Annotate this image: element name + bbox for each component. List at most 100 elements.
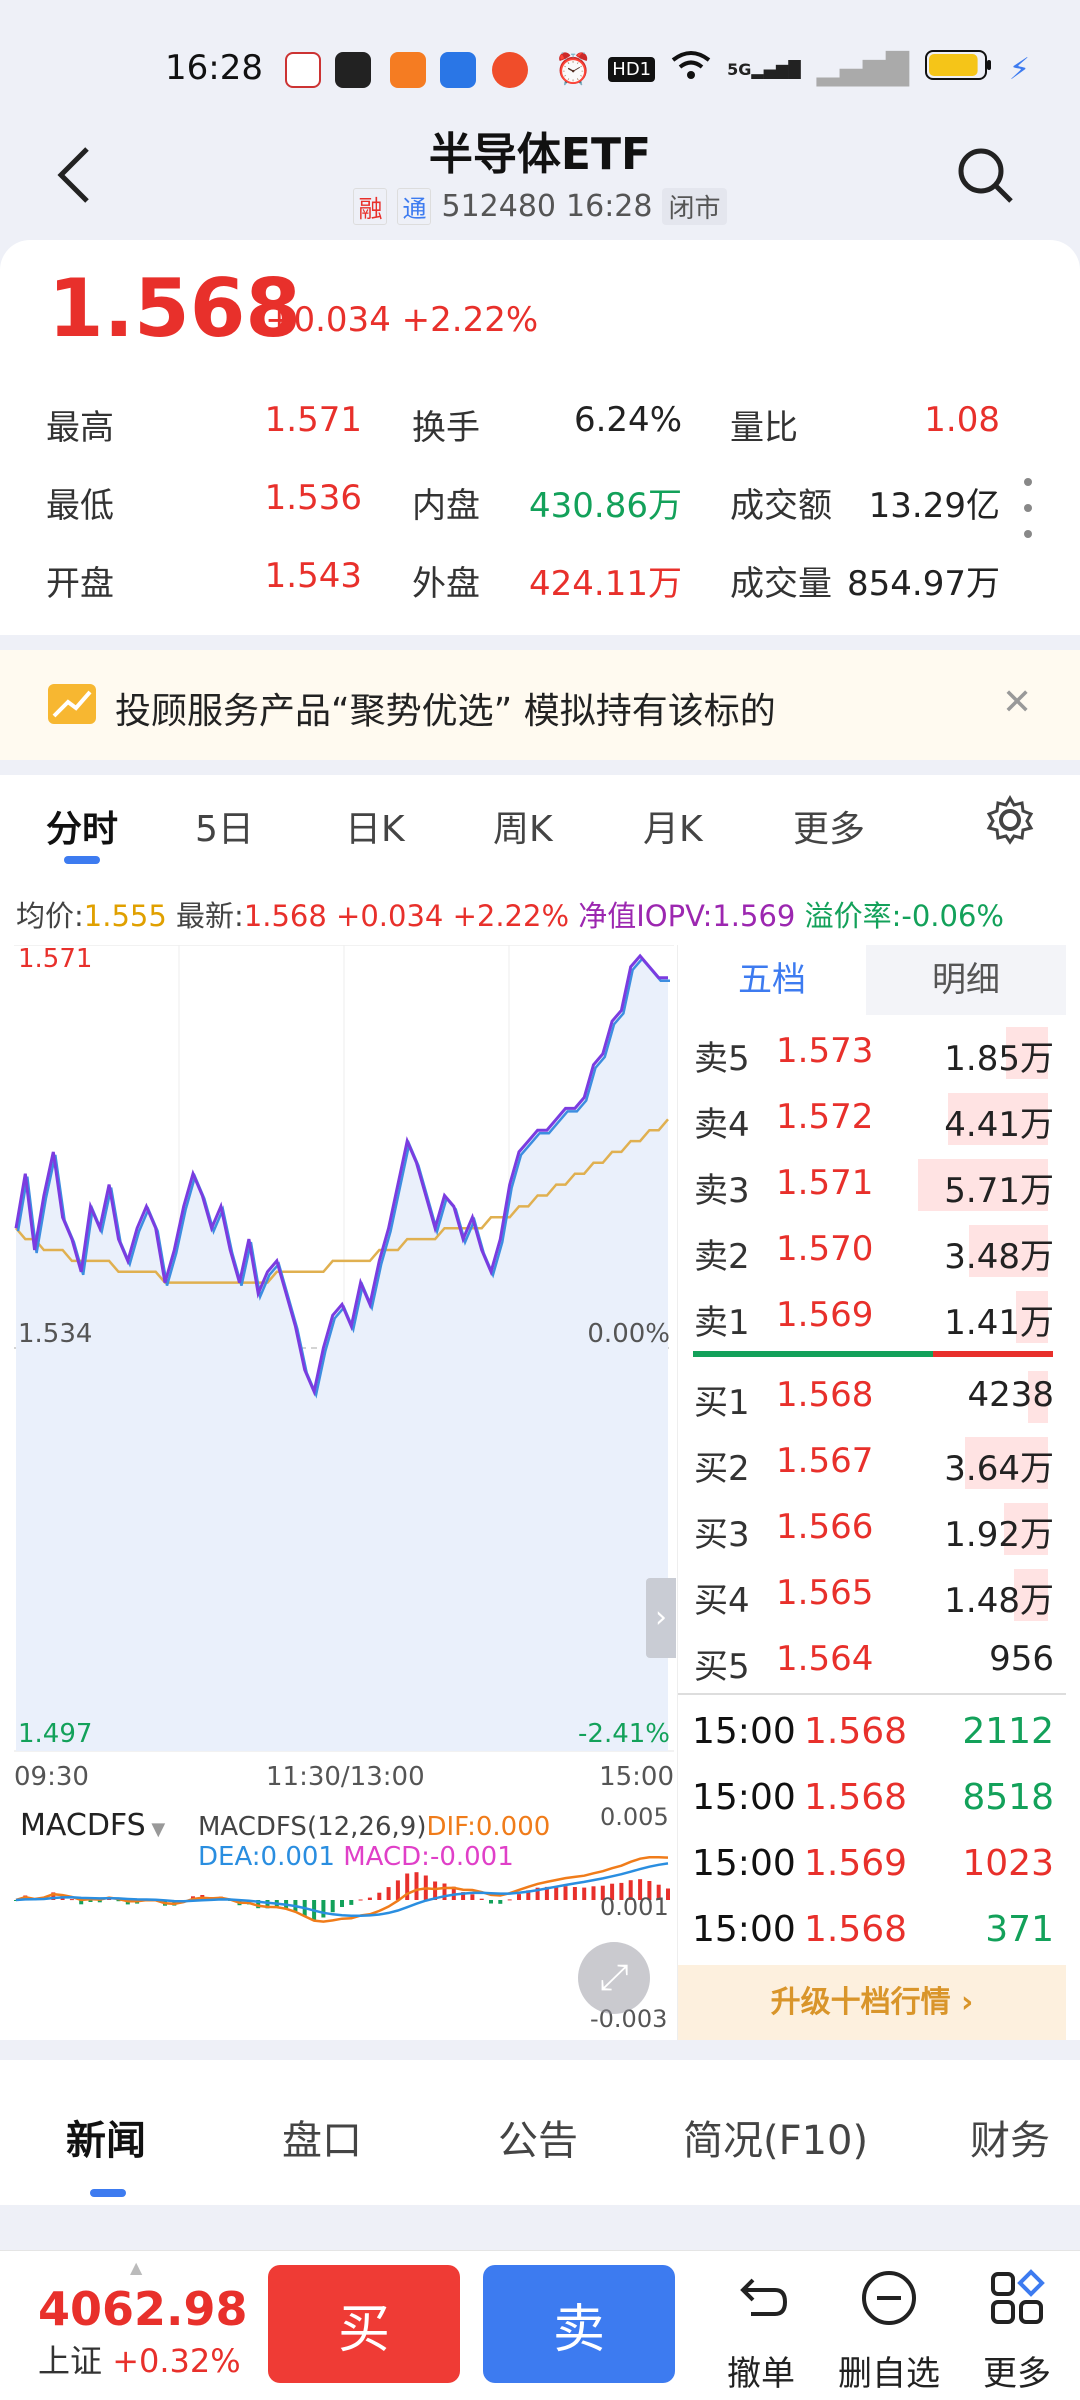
alarm-icon: ⏰ (554, 51, 593, 87)
level-volume: 4238 (967, 1375, 1054, 1415)
trade-price: 1.568 (804, 1909, 908, 1950)
order-book-row: 卖3 1.571 5.71万 (678, 1153, 1066, 1219)
macd-bar (526, 1890, 531, 1900)
advisory-banner[interactable] (0, 650, 1080, 760)
charging-icon: ⚡ (1008, 51, 1030, 87)
trade-row: 15:00 1.568 371 (678, 1903, 1066, 1963)
info-tab[interactable]: 财务 (970, 2118, 1050, 2164)
close-icon[interactable]: ✕ (1002, 682, 1033, 723)
trade-price: 1.568 (804, 1711, 908, 1752)
macd-bar (395, 1880, 400, 1900)
volume-bar (918, 1159, 1048, 1211)
active-info-tab-indicator (90, 2189, 126, 2197)
macd-bar (349, 1900, 354, 1905)
more-button[interactable]: 更多 (972, 2268, 1062, 2394)
more-dots-icon[interactable] (1022, 478, 1034, 538)
right-tick-bottom: -2.41% (578, 1719, 670, 1749)
macd-bar (666, 1888, 670, 1900)
tab-details[interactable]: 明细 (932, 960, 1000, 1000)
home-indicator: ▲ (130, 2258, 143, 2277)
security-code: 512480 (441, 189, 557, 224)
level-price: 1.565 (776, 1573, 874, 1613)
trade-volume: 1023 (962, 1843, 1054, 1884)
level-label: 买4 (694, 1581, 750, 1621)
level-price: 1.573 (776, 1031, 874, 1071)
period-tab[interactable]: 分时 (46, 809, 119, 850)
trade-row: 15:00 1.568 8518 (678, 1771, 1066, 1831)
stat-value: 1.571 (264, 400, 362, 440)
order-book-panel: 五档 明细 卖5 1.573 1.85万 卖4 1.572 4.41万 卖3 1.571 5.7… (677, 945, 1066, 2040)
banner-text: 投顾服务产品“聚势优选” 模拟持有该标的 (115, 691, 776, 732)
index-change: +0.32% (112, 2342, 241, 2380)
quote-panel (0, 240, 1080, 635)
period-tab[interactable]: 月K (643, 809, 703, 850)
macd-bar (69, 1899, 74, 1901)
macd-bar (79, 1900, 84, 1905)
volume-bar (964, 1437, 1048, 1489)
macd-params: MACDFS(12,26,9)DIF:0.000 DEA:0.001 MACD:… (198, 1812, 551, 1872)
info-tab[interactable]: 简况(F10) (683, 2118, 869, 2164)
macd-bar (88, 1900, 93, 1902)
level-price: 1.572 (776, 1097, 874, 1137)
order-book-row: 买3 1.566 1.92万 (678, 1497, 1066, 1563)
trade-time: 15:00 (692, 1777, 796, 1818)
info-tab[interactable]: 公告 (498, 2118, 578, 2164)
trade-time: 15:00 (692, 1711, 796, 1752)
tab-five-levels[interactable]: 五档 (678, 945, 866, 1015)
remove-favorite-button[interactable]: 删自选 (838, 2268, 940, 2394)
macd-bar (582, 1887, 587, 1900)
dea-line (15, 1862, 669, 1918)
index-quote[interactable]: 4062.98 上证 +0.32% (38, 2282, 248, 2382)
macd-bar (647, 1881, 652, 1900)
browser-app-icon (440, 52, 476, 88)
index-value: 4062.98 (38, 2282, 248, 2336)
fullscreen-icon[interactable]: ⤢ (578, 1942, 650, 2014)
settings-gear-icon[interactable] (985, 795, 1035, 845)
right-tick-mid: 0.00% (587, 1319, 670, 1349)
level-label: 买2 (694, 1449, 750, 1489)
macd-bar (638, 1879, 643, 1900)
macd-bar (535, 1887, 540, 1900)
volume-bar (947, 1093, 1048, 1145)
macd-bar (377, 1892, 382, 1900)
macd-bar (572, 1887, 577, 1900)
trade-row: 15:00 1.569 1023 (678, 1837, 1066, 1897)
intraday-chart[interactable]: 1.571 1.534 1.497 0.00% -2.41% (14, 945, 674, 1755)
trade-price: 1.569 (804, 1843, 908, 1884)
stat-label: 换手 (412, 408, 480, 448)
macd-chart[interactable] (14, 1800, 674, 2040)
info-tab[interactable]: 盘口 (282, 2118, 362, 2164)
period-tab[interactable]: 日K (345, 809, 405, 850)
order-book-row: 卖4 1.572 4.41万 (678, 1087, 1066, 1153)
expand-arrow-icon[interactable]: › (646, 1578, 676, 1658)
macd-bar (517, 1894, 521, 1900)
undo-icon (740, 2278, 788, 2316)
stat-value: 1.543 (264, 556, 362, 596)
wifi-icon (671, 50, 711, 88)
buy-button[interactable]: 买 (268, 2265, 460, 2383)
level-price: 1.568 (776, 1375, 874, 1415)
macd-bar (321, 1900, 326, 1918)
level-label: 买3 (694, 1515, 750, 1555)
period-tab[interactable]: 5日 (195, 809, 254, 850)
margin-tag: 融 (353, 188, 388, 225)
back-arrow-icon[interactable] (55, 145, 95, 205)
stat-label: 开盘 (46, 564, 114, 604)
chart-growth-icon (48, 684, 96, 724)
period-tab[interactable]: 更多 (793, 809, 866, 850)
quote-time: 16:28 (566, 189, 653, 224)
cancel-order-button[interactable]: 撤单 (716, 2268, 806, 2394)
search-icon[interactable] (955, 145, 1015, 205)
period-tabs (0, 775, 1080, 875)
upgrade-ten-levels-button[interactable]: 升级十档行情 › (678, 1965, 1066, 2040)
macd-bar (433, 1881, 438, 1900)
period-tab[interactable]: 周K (493, 809, 553, 850)
macd-indicator-selector[interactable]: MACDFS ▼ (20, 1808, 166, 1843)
level-volume: 1.85万 (944, 1039, 1054, 1079)
level-price: 1.564 (776, 1639, 874, 1679)
y-tick-top: 1.571 (18, 945, 92, 974)
volume-bar (968, 1225, 1048, 1277)
info-tab[interactable]: 新闻 (66, 2118, 146, 2164)
reader-app-icon (390, 52, 426, 88)
sell-button[interactable]: 卖 (483, 2265, 675, 2383)
